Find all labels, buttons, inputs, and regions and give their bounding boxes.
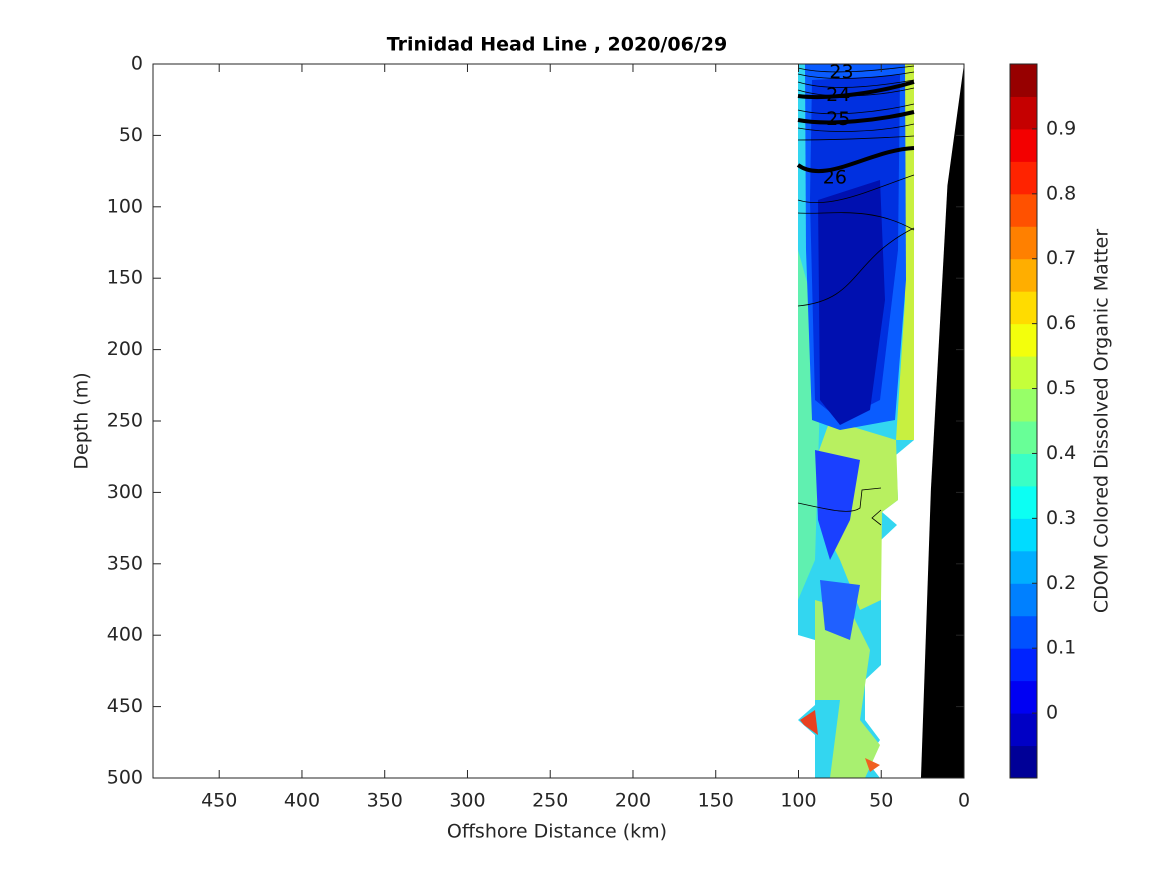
colorbar-band <box>1010 291 1037 325</box>
cdom-field <box>796 64 915 778</box>
colorbar-tick-label: 0.9 <box>1046 117 1076 139</box>
colorbar-band <box>1010 64 1037 97</box>
y-tick-label: 400 <box>107 624 143 646</box>
colorbar-band <box>1010 583 1037 617</box>
y-tick-label: 450 <box>107 695 143 717</box>
colorbar-band <box>1010 323 1037 357</box>
colorbar-band <box>1010 161 1037 195</box>
colorbar-band <box>1010 193 1037 227</box>
y-axis-label: Depth (m) <box>71 372 93 469</box>
y-tick-label: 150 <box>107 267 143 289</box>
x-tick-label: 0 <box>958 790 970 812</box>
colorbar-tick-label: 0.8 <box>1046 182 1076 204</box>
y-tick-label: 300 <box>107 481 143 503</box>
colorbar-band <box>1010 745 1037 779</box>
colorbar-band <box>1010 128 1037 162</box>
y-tick-label: 50 <box>119 124 143 146</box>
x-tick-label: 300 <box>449 790 485 812</box>
colorbar-band <box>1010 421 1037 454</box>
x-tick-label: 350 <box>367 790 403 812</box>
colorbar-tick-label: 0.3 <box>1046 507 1076 529</box>
colorbar-band <box>1010 226 1037 260</box>
contour-label: 23 <box>829 61 853 83</box>
x-tick-label: 200 <box>615 790 651 812</box>
y-tick-label: 200 <box>107 338 143 360</box>
colorbar-tick-label: 0.2 <box>1046 572 1076 594</box>
colorbar-tick-label: 0.6 <box>1046 312 1076 334</box>
colorbar-tick-label: 0 <box>1046 702 1058 724</box>
colorbar-band <box>1010 713 1037 747</box>
colorbar-band <box>1010 680 1037 714</box>
bottom-profile <box>920 64 964 778</box>
colorbar-band <box>1010 550 1037 584</box>
colorbar-band <box>1010 615 1037 649</box>
x-tick-label: 150 <box>698 790 734 812</box>
colorbar-band <box>1010 485 1037 519</box>
x-tick-label: 250 <box>532 790 568 812</box>
contour-label: 26 <box>823 167 847 189</box>
colorbar-band <box>1010 518 1037 552</box>
colorbar-frame <box>1009 63 1038 779</box>
contour-label: 25 <box>826 108 850 130</box>
y-tick-label: 100 <box>107 195 143 217</box>
colorbar-label: CDOM Colored Dissolved Organic Matter <box>1091 229 1113 613</box>
x-tick-label: 50 <box>869 790 893 812</box>
colorbar-tick-label: 0.7 <box>1046 247 1076 269</box>
colorbar-band <box>1010 648 1037 682</box>
x-tick-label: 100 <box>780 790 816 812</box>
colorbar-band <box>1010 453 1037 487</box>
colorbar-tick-label: 0.4 <box>1046 442 1076 464</box>
colorbar-band <box>1010 258 1037 292</box>
colorbar-tick-label: 0.1 <box>1046 637 1076 659</box>
y-tick-label: 0 <box>131 53 143 75</box>
y-tick-label: 350 <box>107 552 143 574</box>
colorbar-band <box>1010 356 1037 390</box>
x-tick-label: 450 <box>201 790 237 812</box>
y-tick-label: 250 <box>107 410 143 432</box>
x-axis-label: Offshore Distance (km) <box>447 821 667 843</box>
x-tick-label: 400 <box>284 790 320 812</box>
y-tick-label: 500 <box>107 767 143 789</box>
contour-label: 24 <box>826 84 850 106</box>
chart-title: Trinidad Head Line , 2020/06/29 <box>387 34 727 56</box>
colorbar-tick-label: 0.5 <box>1046 377 1076 399</box>
colorbar-band <box>1010 388 1037 422</box>
colorbar-band <box>1010 96 1037 130</box>
